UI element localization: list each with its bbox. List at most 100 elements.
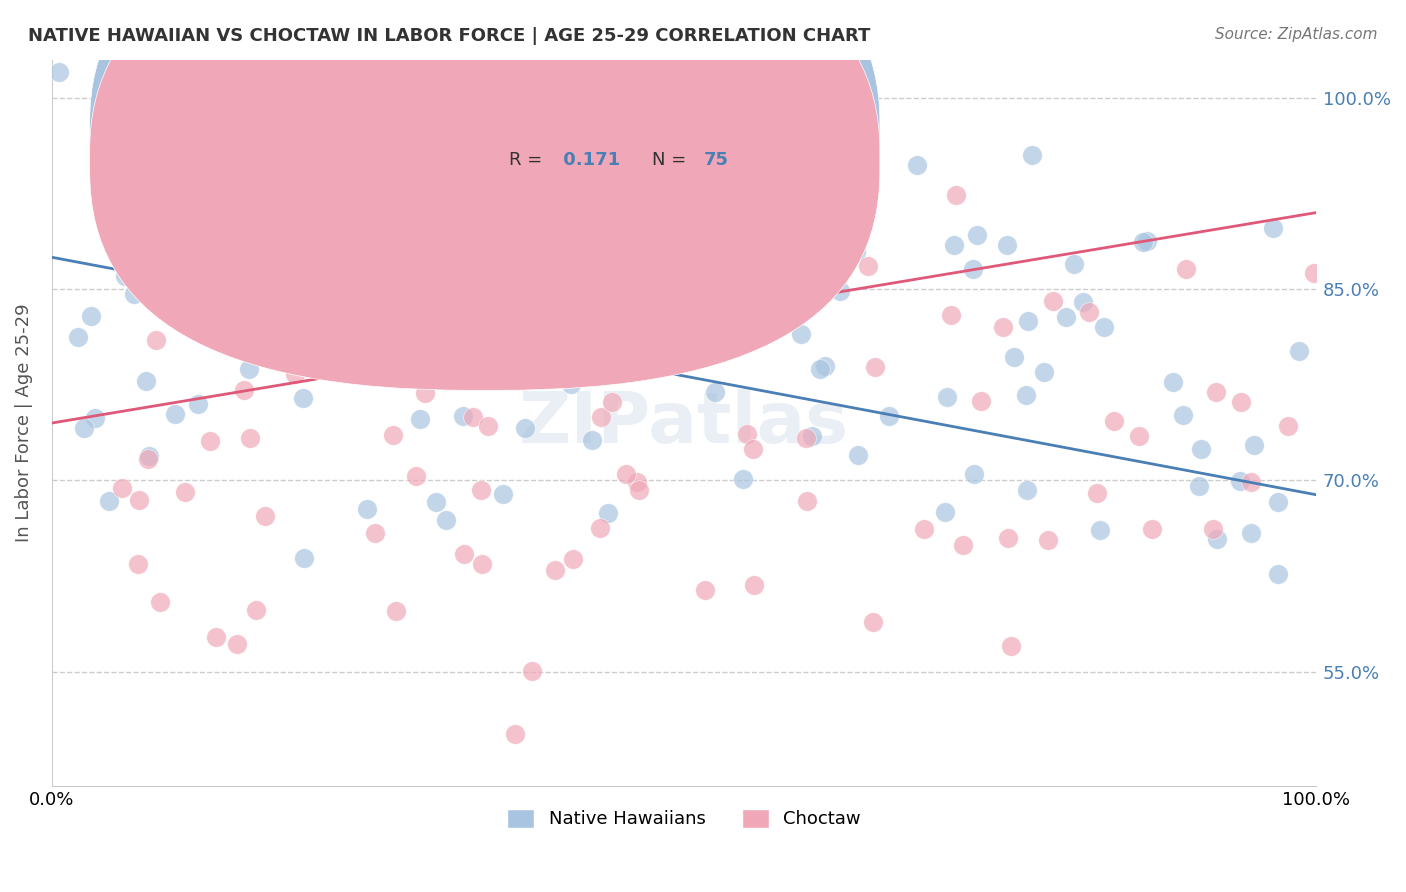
Point bbox=[589, 409, 612, 424]
Point bbox=[598, 506, 620, 520]
Point bbox=[413, 386, 436, 401]
Point bbox=[127, 558, 149, 572]
Point bbox=[1261, 221, 1284, 235]
Point bbox=[405, 469, 427, 483]
Point bbox=[1206, 532, 1229, 546]
FancyBboxPatch shape bbox=[90, 0, 880, 391]
Point bbox=[471, 557, 494, 571]
Point bbox=[1288, 343, 1310, 358]
Text: N =: N = bbox=[652, 151, 692, 169]
Point bbox=[138, 450, 160, 464]
Point bbox=[450, 358, 472, 372]
Point bbox=[270, 293, 292, 308]
Point bbox=[862, 615, 884, 629]
Point bbox=[152, 255, 174, 269]
Point bbox=[800, 429, 823, 443]
Point bbox=[846, 448, 869, 462]
Point bbox=[1063, 257, 1085, 271]
Text: 75: 75 bbox=[704, 151, 730, 169]
Point bbox=[461, 409, 484, 424]
Point bbox=[1054, 310, 1077, 325]
Point bbox=[191, 252, 214, 266]
Point bbox=[425, 494, 447, 508]
Point bbox=[517, 361, 540, 376]
Point bbox=[520, 664, 543, 678]
FancyBboxPatch shape bbox=[90, 0, 880, 361]
Text: N =: N = bbox=[652, 121, 692, 139]
Point bbox=[600, 395, 623, 409]
Point bbox=[808, 362, 831, 376]
Point bbox=[363, 526, 385, 541]
Point bbox=[1077, 305, 1099, 319]
Point bbox=[1128, 429, 1150, 443]
Point bbox=[437, 244, 460, 259]
Point bbox=[1189, 442, 1212, 457]
Point bbox=[589, 521, 612, 535]
Point bbox=[666, 65, 689, 79]
Point bbox=[195, 211, 218, 225]
Point bbox=[637, 278, 659, 293]
Point bbox=[1240, 526, 1263, 541]
Point bbox=[794, 431, 817, 445]
Point bbox=[697, 319, 720, 334]
Point bbox=[1171, 409, 1194, 423]
Y-axis label: In Labor Force | Age 25-29: In Labor Force | Age 25-29 bbox=[15, 304, 32, 542]
Point bbox=[560, 376, 582, 391]
Point bbox=[562, 551, 585, 566]
Point bbox=[936, 391, 959, 405]
Point bbox=[1088, 523, 1111, 537]
Point bbox=[1267, 567, 1289, 582]
Point bbox=[1229, 474, 1251, 488]
Point bbox=[66, 330, 89, 344]
Point bbox=[1036, 533, 1059, 547]
Point bbox=[605, 293, 627, 308]
Point bbox=[292, 550, 315, 565]
Point bbox=[395, 235, 418, 249]
Point bbox=[1243, 438, 1265, 452]
Point bbox=[411, 65, 433, 79]
Point bbox=[531, 280, 554, 294]
Point bbox=[273, 326, 295, 340]
Point bbox=[309, 263, 332, 277]
Point bbox=[200, 434, 222, 448]
Point bbox=[356, 502, 378, 516]
Point bbox=[276, 233, 298, 247]
Point bbox=[149, 595, 172, 609]
Point bbox=[433, 340, 456, 354]
Point bbox=[503, 726, 526, 740]
Point bbox=[1188, 479, 1211, 493]
Point bbox=[797, 293, 820, 307]
Point bbox=[617, 287, 640, 301]
Point bbox=[128, 492, 150, 507]
Point bbox=[453, 547, 475, 561]
Text: 0.171: 0.171 bbox=[557, 151, 620, 169]
Point bbox=[385, 604, 408, 618]
Point bbox=[626, 475, 648, 490]
Point bbox=[702, 245, 724, 260]
Point bbox=[1277, 418, 1299, 433]
Point bbox=[690, 331, 713, 345]
Point bbox=[84, 411, 107, 425]
Point bbox=[135, 374, 157, 388]
Point bbox=[381, 428, 404, 442]
Text: R =: R = bbox=[509, 121, 548, 139]
Point bbox=[991, 319, 1014, 334]
Point bbox=[233, 383, 256, 397]
Point bbox=[288, 122, 311, 136]
Point bbox=[790, 327, 813, 342]
Point bbox=[995, 238, 1018, 252]
Point bbox=[865, 360, 887, 375]
Point bbox=[1140, 522, 1163, 536]
Point bbox=[73, 421, 96, 435]
Point bbox=[1092, 320, 1115, 334]
Point bbox=[617, 348, 640, 362]
Point bbox=[1015, 483, 1038, 497]
Point bbox=[1085, 485, 1108, 500]
Point bbox=[245, 602, 267, 616]
Point bbox=[238, 362, 260, 376]
Point bbox=[111, 481, 134, 495]
Point bbox=[515, 421, 537, 435]
Point bbox=[856, 259, 879, 273]
Point bbox=[879, 409, 901, 424]
Point bbox=[828, 284, 851, 298]
